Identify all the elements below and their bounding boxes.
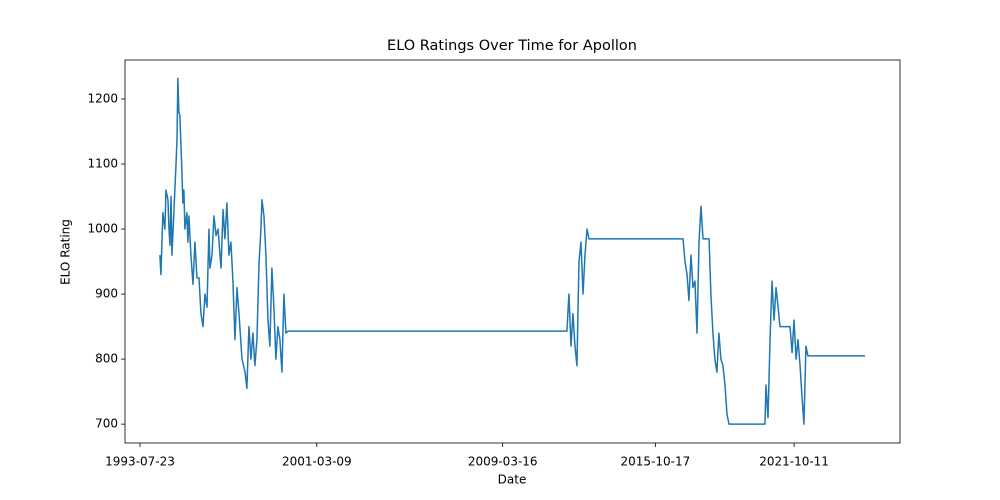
x-tick-label: 2001-03-09 bbox=[282, 455, 352, 469]
y-tick-label: 900 bbox=[95, 287, 118, 301]
y-tick-label: 1000 bbox=[87, 222, 118, 236]
x-tick-label: 2021-10-11 bbox=[759, 455, 829, 469]
x-tick-label: 1993-07-23 bbox=[105, 455, 175, 469]
chart-title: ELO Ratings Over Time for Apollon bbox=[387, 38, 637, 54]
y-tick-label: 1100 bbox=[87, 157, 118, 171]
plot-frame bbox=[124, 59, 901, 444]
y-tick-label: 1200 bbox=[87, 92, 118, 106]
y-tick-label: 800 bbox=[95, 352, 118, 366]
y-axis-label: ELO Rating bbox=[59, 219, 73, 285]
rating-line bbox=[159, 77, 866, 425]
x-tick-label: 2015-10-17 bbox=[620, 455, 690, 469]
x-tick-label: 2009-03-16 bbox=[468, 455, 538, 469]
x-axis-label: Date bbox=[498, 473, 527, 487]
y-tick-label: 700 bbox=[95, 417, 118, 431]
